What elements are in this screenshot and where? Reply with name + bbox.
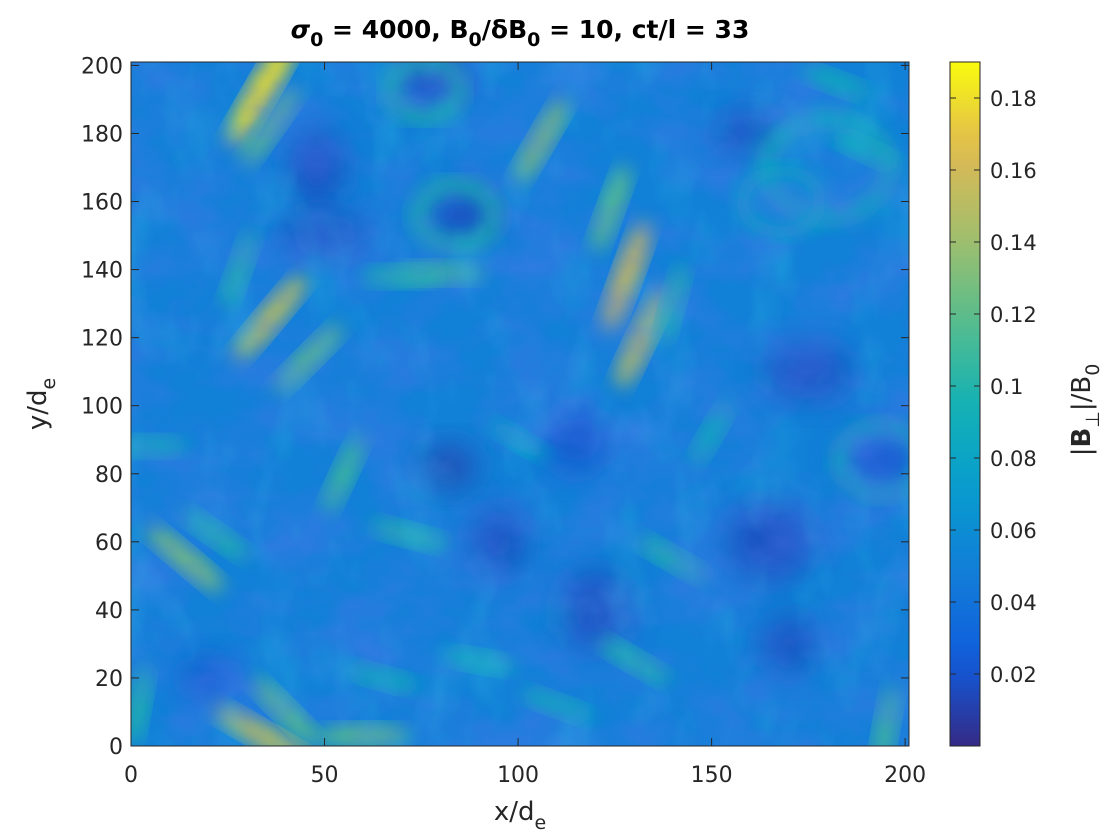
colorbar-label-mid: |/B (1067, 376, 1097, 411)
colorbar-tick-label: 0.14 (990, 231, 1037, 255)
title-b-subscript-2: 0 (527, 29, 540, 51)
plot-frame (130, 61, 910, 747)
y-tick-label: 100 (81, 395, 123, 420)
heatmap-texture-light (131, 62, 909, 746)
x-tick-label: 50 (311, 763, 339, 788)
x-tick-label: 0 (124, 763, 138, 788)
colorbar-tick-label: 0.08 (990, 447, 1037, 471)
colorbar-tick-label: 0.12 (990, 303, 1037, 327)
colorbar-tick-label: 0.1 (990, 375, 1023, 399)
chart-title: σ0 = 4000, B0/δB0 = 10, ct/l = 33 (291, 15, 750, 51)
colorbar-label-bar-open: | (1067, 448, 1097, 457)
colorbar-label: |B⊥|/B0 (1067, 364, 1104, 457)
title-part1: = 4000, B (323, 15, 468, 44)
y-axis-label: y/de (23, 378, 60, 430)
title-part3: = 10, ct/l = 33 (540, 15, 749, 44)
colorbar-label-subscript: 0 (1082, 364, 1104, 376)
y-axis: 0 20 40 60 80 100 120 140 160 180 200 (81, 54, 909, 760)
x-axis-label: x/de (494, 797, 546, 834)
y-tick-label: 160 (81, 191, 123, 216)
y-tick-label: 200 (81, 54, 123, 79)
title-sigma-subscript: 0 (310, 29, 323, 51)
x-axis: 0 50 100 150 200 (124, 62, 926, 788)
y-axis-label-main: y/d (23, 390, 53, 431)
x-tick-label: 150 (691, 763, 733, 788)
title-part2: /δB (482, 15, 527, 44)
x-axis-label-main: x/d (494, 797, 535, 827)
y-tick-label: 120 (81, 327, 123, 352)
colorbar-tick-label: 0.16 (990, 159, 1037, 183)
title-sigma: σ (291, 15, 311, 44)
heatmap-plot-area (131, 62, 909, 746)
x-axis-label-subscript: e (534, 812, 546, 834)
y-tick-label: 0 (109, 735, 123, 760)
x-tick-label: 100 (497, 763, 539, 788)
colorbar-ticks: 0.02 0.04 0.06 0.08 0.1 0.12 0.14 0.16 0.18 (950, 87, 1037, 687)
colorbar-label-b: B (1067, 428, 1097, 448)
y-axis-label-subscript: e (38, 378, 60, 390)
colorbar-label-perp-subscript: ⊥ (1082, 411, 1104, 428)
colorbar-tick-label: 0.18 (990, 87, 1037, 111)
colorbar-tick-label: 0.02 (990, 663, 1037, 687)
y-tick-label: 140 (81, 259, 123, 284)
colorbar-tick-label: 0.06 (990, 519, 1037, 543)
y-tick-label: 180 (81, 122, 123, 147)
y-tick-label: 20 (95, 667, 123, 692)
colorbar (949, 61, 981, 747)
colorbar-tick-label: 0.04 (990, 591, 1037, 615)
title-b-subscript-1: 0 (469, 29, 482, 51)
y-tick-label: 40 (95, 599, 123, 624)
x-tick-label: 200 (884, 763, 926, 788)
y-tick-label: 80 (95, 463, 123, 488)
y-tick-label: 60 (95, 531, 123, 556)
